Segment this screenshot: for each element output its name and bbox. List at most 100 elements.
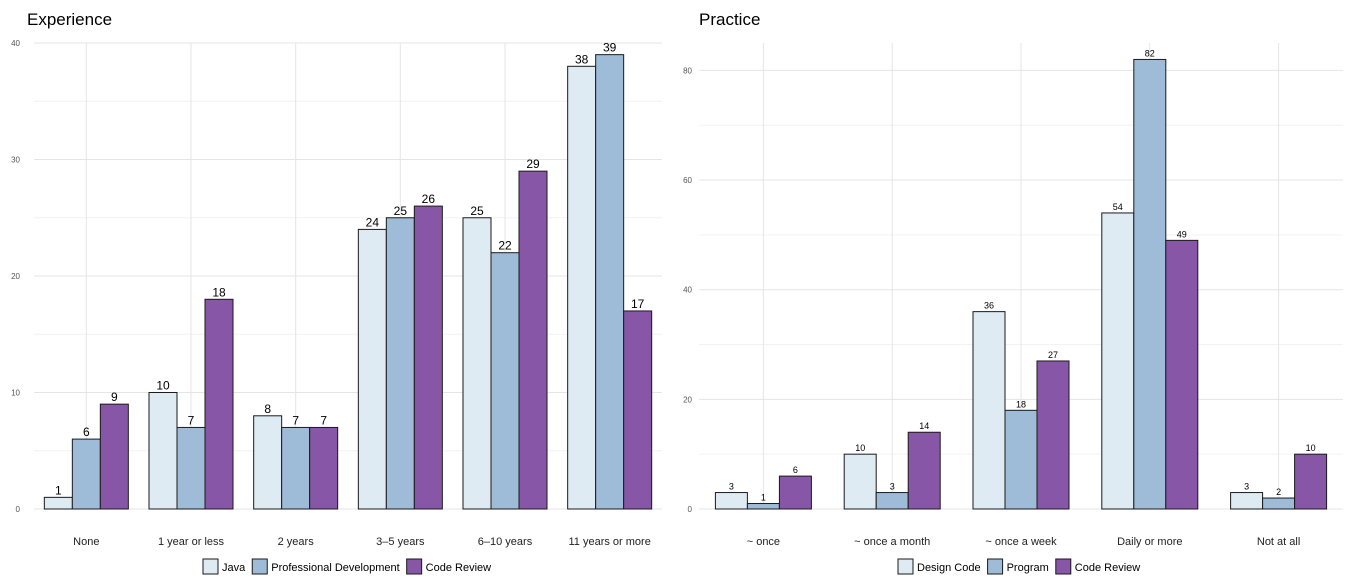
legend-label: Design Code — [917, 562, 981, 574]
legend-label: Professional Development — [271, 562, 399, 574]
bar — [148, 392, 178, 510]
bar — [99, 403, 129, 510]
legend-swatch — [1055, 558, 1072, 575]
data-label: 26 — [422, 192, 436, 206]
bar — [843, 453, 877, 510]
legend-label: Java — [222, 562, 246, 574]
legend-label: Code Review — [426, 562, 491, 574]
x-tick-label: 1 year or less — [158, 536, 225, 548]
data-label: 3 — [1244, 482, 1249, 492]
data-label: 29 — [526, 157, 540, 171]
bar — [1036, 360, 1070, 510]
bar — [623, 310, 653, 510]
bar — [176, 426, 206, 510]
bar — [1294, 453, 1328, 510]
x-tick-label: Daily or more — [1117, 536, 1182, 548]
data-label: 27 — [1048, 350, 1058, 360]
bar — [1133, 58, 1167, 510]
data-label: 54 — [1113, 202, 1123, 212]
legend-swatch — [251, 558, 268, 575]
y-tick-label: 0 — [16, 505, 21, 514]
x-tick-label: None — [73, 536, 99, 548]
y-tick-label: 20 — [11, 272, 20, 281]
data-label: 10 — [855, 443, 865, 453]
data-label: 36 — [984, 301, 994, 311]
legend: Java Professional Development Code Review — [202, 558, 491, 575]
x-tick-label: ~ once — [747, 536, 780, 548]
bar — [595, 54, 625, 510]
bar — [1165, 239, 1199, 510]
data-label: 22 — [498, 239, 512, 253]
data-label: 18 — [212, 285, 226, 299]
data-label: 7 — [320, 413, 327, 427]
bar — [907, 431, 941, 510]
bar — [1101, 212, 1135, 510]
legend-swatch — [897, 558, 914, 575]
data-label: 39 — [603, 41, 617, 55]
data-label: 7 — [188, 413, 195, 427]
legend-swatch — [406, 558, 423, 575]
data-label: 6 — [83, 425, 90, 439]
y-tick-label: 10 — [11, 389, 20, 398]
bar — [413, 205, 443, 510]
grid — [699, 43, 1343, 510]
data-label: 2 — [1276, 487, 1281, 497]
data-label: 25 — [470, 204, 484, 218]
bar — [281, 426, 311, 510]
bar — [746, 503, 780, 510]
data-label: 1 — [55, 483, 62, 497]
data-label: 3 — [729, 482, 734, 492]
bar — [778, 475, 812, 510]
bar — [1262, 497, 1296, 510]
data-label: 6 — [793, 465, 798, 475]
y-tick-label: 40 — [11, 39, 20, 48]
x-tick-label: 6–10 years — [478, 536, 533, 548]
y-tick-label: 40 — [683, 286, 692, 295]
data-label: 1 — [761, 493, 766, 503]
legend-label: Program — [1007, 562, 1049, 574]
bar — [253, 415, 283, 510]
data-label: 9 — [111, 390, 118, 404]
bar — [43, 496, 73, 510]
data-label: 82 — [1145, 48, 1155, 58]
bar — [462, 217, 492, 510]
chart-title: Experience — [27, 10, 112, 29]
x-tick-label: 2 years — [278, 536, 315, 548]
bar — [385, 217, 415, 510]
chart-title: Practice — [699, 10, 760, 29]
data-label: 24 — [366, 215, 380, 229]
x-tick-label: ~ once a week — [985, 536, 1057, 548]
bar — [1004, 409, 1038, 510]
bar — [714, 492, 748, 510]
data-label: 17 — [631, 297, 645, 311]
legend-label: Code Review — [1075, 562, 1140, 574]
data-label: 10 — [156, 379, 170, 393]
bar — [490, 252, 520, 510]
y-tick-label: 30 — [11, 156, 20, 165]
data-label: 38 — [575, 52, 589, 66]
data-label: 7 — [292, 413, 299, 427]
bar — [357, 228, 387, 510]
data-label: 14 — [919, 421, 929, 431]
x-tick-label: ~ once a month — [854, 536, 930, 548]
bar — [309, 426, 339, 510]
legend-swatch — [202, 558, 219, 575]
bar — [71, 438, 101, 510]
legend: Design Code Program Code Review — [897, 558, 1140, 575]
legend-swatch — [987, 558, 1004, 575]
y-tick-label: 80 — [683, 66, 692, 75]
x-tick-label: Not at all — [1257, 536, 1300, 548]
data-label: 49 — [1177, 229, 1187, 239]
data-label: 18 — [1016, 399, 1026, 409]
bar — [567, 65, 597, 510]
x-tick-label: 11 years or more — [569, 536, 651, 548]
y-tick-label: 20 — [683, 395, 692, 404]
practice-chart: Practice 0 20 40 60 80 3 1 6 ~ once 10 3 14 ~ once a… — [683, 10, 1343, 575]
y-tick-label: 60 — [683, 176, 692, 185]
data-label: 25 — [394, 204, 408, 218]
bar — [1230, 492, 1264, 510]
data-label: 10 — [1306, 443, 1316, 453]
data-label: 8 — [264, 402, 271, 416]
